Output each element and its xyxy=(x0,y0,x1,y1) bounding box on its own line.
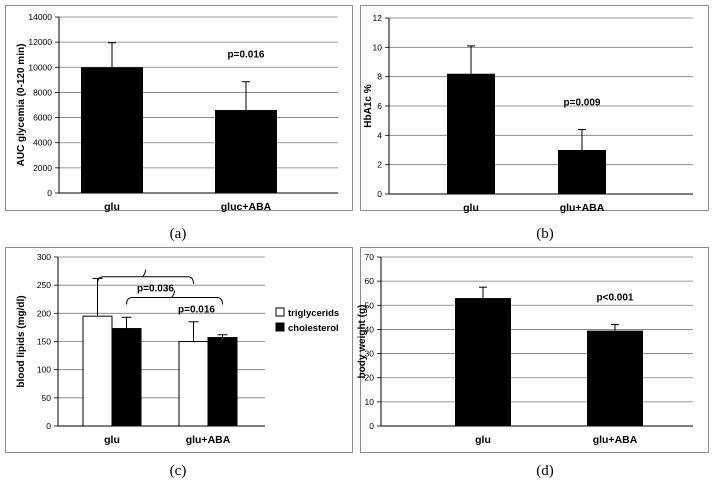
y-tick-label: 4000 xyxy=(33,138,52,148)
y-tick-label: 10000 xyxy=(28,62,52,72)
y-tick-label: 200 xyxy=(37,308,51,318)
x-category-label: glu xyxy=(104,201,120,213)
bracket-brace xyxy=(171,290,175,298)
chart-frame xyxy=(5,247,353,453)
y-tick-label: 10 xyxy=(373,42,383,52)
y-tick-label: 4 xyxy=(377,130,382,140)
x-category-label: glu xyxy=(475,434,491,446)
y-tick-label: 10 xyxy=(365,397,375,407)
panel-label: (b) xyxy=(536,226,554,242)
y-tick-label: 0 xyxy=(47,188,52,198)
p-value-annotation: p=0.016 xyxy=(178,305,215,316)
y-tick-label: 60 xyxy=(365,276,375,286)
chart-panel-1: 0 2000 4000 6000 8000 10000 12000 14000 AUC glyc… xyxy=(5,5,353,242)
p-value-annotation: p=0.036 xyxy=(137,284,174,295)
chart-panel-2: 0 2 4 6 8 10 12 HbA1c % glu glu+ABA p=0.009 (b) xyxy=(360,5,709,242)
y-tick-label: 14000 xyxy=(28,12,52,22)
bracket-brace xyxy=(142,269,146,278)
y-tick-label: 300 xyxy=(37,252,51,262)
y-tick-label: 20 xyxy=(365,373,375,383)
y-tick-label: 70 xyxy=(365,252,375,262)
y-tick-label: 150 xyxy=(37,337,51,347)
panel-label: (d) xyxy=(536,463,554,479)
chart-panel-4: 0 10 20 30 40 50 60 70 body weight (g) glu glu+ABA… xyxy=(357,247,709,479)
y-tick-label: 0 xyxy=(377,189,382,199)
chart-frame xyxy=(360,5,709,211)
x-category-label: glu xyxy=(463,202,479,214)
bar-triglycerids xyxy=(178,341,209,427)
bar-cholesterol xyxy=(207,337,238,427)
y-axis-label: AUC glycemia (0-120 min) xyxy=(16,44,27,167)
chart-frame xyxy=(5,5,353,211)
x-category-label: glu xyxy=(104,434,120,446)
x-category-label: glu+ABA xyxy=(593,434,638,446)
y-axis-label: blood lipids (mg/dl) xyxy=(16,295,27,387)
y-tick-label: 50 xyxy=(365,300,375,310)
significance-bracket xyxy=(126,297,223,305)
y-tick-label: 2000 xyxy=(33,163,52,173)
bar-glu+ABA xyxy=(587,330,643,426)
y-tick-label: 6 xyxy=(377,101,382,111)
x-category-label: gluc+ABA xyxy=(221,201,272,213)
y-tick-label: 50 xyxy=(42,393,52,403)
y-tick-label: 0 xyxy=(46,421,51,431)
p-value-annotation: p<0.001 xyxy=(597,293,634,304)
panel-label: (a) xyxy=(170,226,187,242)
legend-label: triglycerids xyxy=(288,308,339,319)
bar-triglycerids xyxy=(82,315,113,427)
y-tick-label: 6000 xyxy=(33,113,52,123)
x-category-label: glu+ABA xyxy=(560,202,605,214)
p-value-annotation: p=0.009 xyxy=(564,97,601,108)
y-tick-label: 8000 xyxy=(33,87,52,97)
y-axis-label: HbA1c % xyxy=(363,84,374,127)
legend-swatch-cholesterol xyxy=(275,322,285,332)
bar-cholesterol xyxy=(111,328,142,427)
legend-label: cholesterol xyxy=(288,323,339,334)
y-tick-label: 40 xyxy=(365,324,375,334)
y-tick-label: 100 xyxy=(37,365,51,375)
y-tick-label: 250 xyxy=(37,280,51,290)
p-value-annotation: p=0.016 xyxy=(228,50,265,61)
bar-glu xyxy=(447,73,495,194)
x-category-label: glu+ABA xyxy=(186,434,231,446)
y-tick-label: 12 xyxy=(373,13,383,23)
y-tick-label: 8 xyxy=(377,72,382,82)
chart-panel-3: 0 50 100 150 200 250 300 blood lipids (mg/dl) gl… xyxy=(5,247,353,479)
legend-swatch-triglycerids xyxy=(275,307,285,317)
y-axis-label: body weight (g) xyxy=(357,305,368,379)
bar-glu+ABA xyxy=(558,150,606,194)
bar-glu xyxy=(81,67,143,193)
bar-gluc+ABA xyxy=(215,110,277,193)
y-tick-label: 2 xyxy=(377,160,382,170)
y-tick-label: 30 xyxy=(365,349,375,359)
bar-glu xyxy=(455,298,511,426)
panel-label: (c) xyxy=(170,463,187,479)
y-tick-label: 0 xyxy=(369,421,374,431)
chart-frame xyxy=(360,247,709,453)
significance-bracket xyxy=(97,276,194,284)
y-tick-label: 12000 xyxy=(28,37,52,47)
